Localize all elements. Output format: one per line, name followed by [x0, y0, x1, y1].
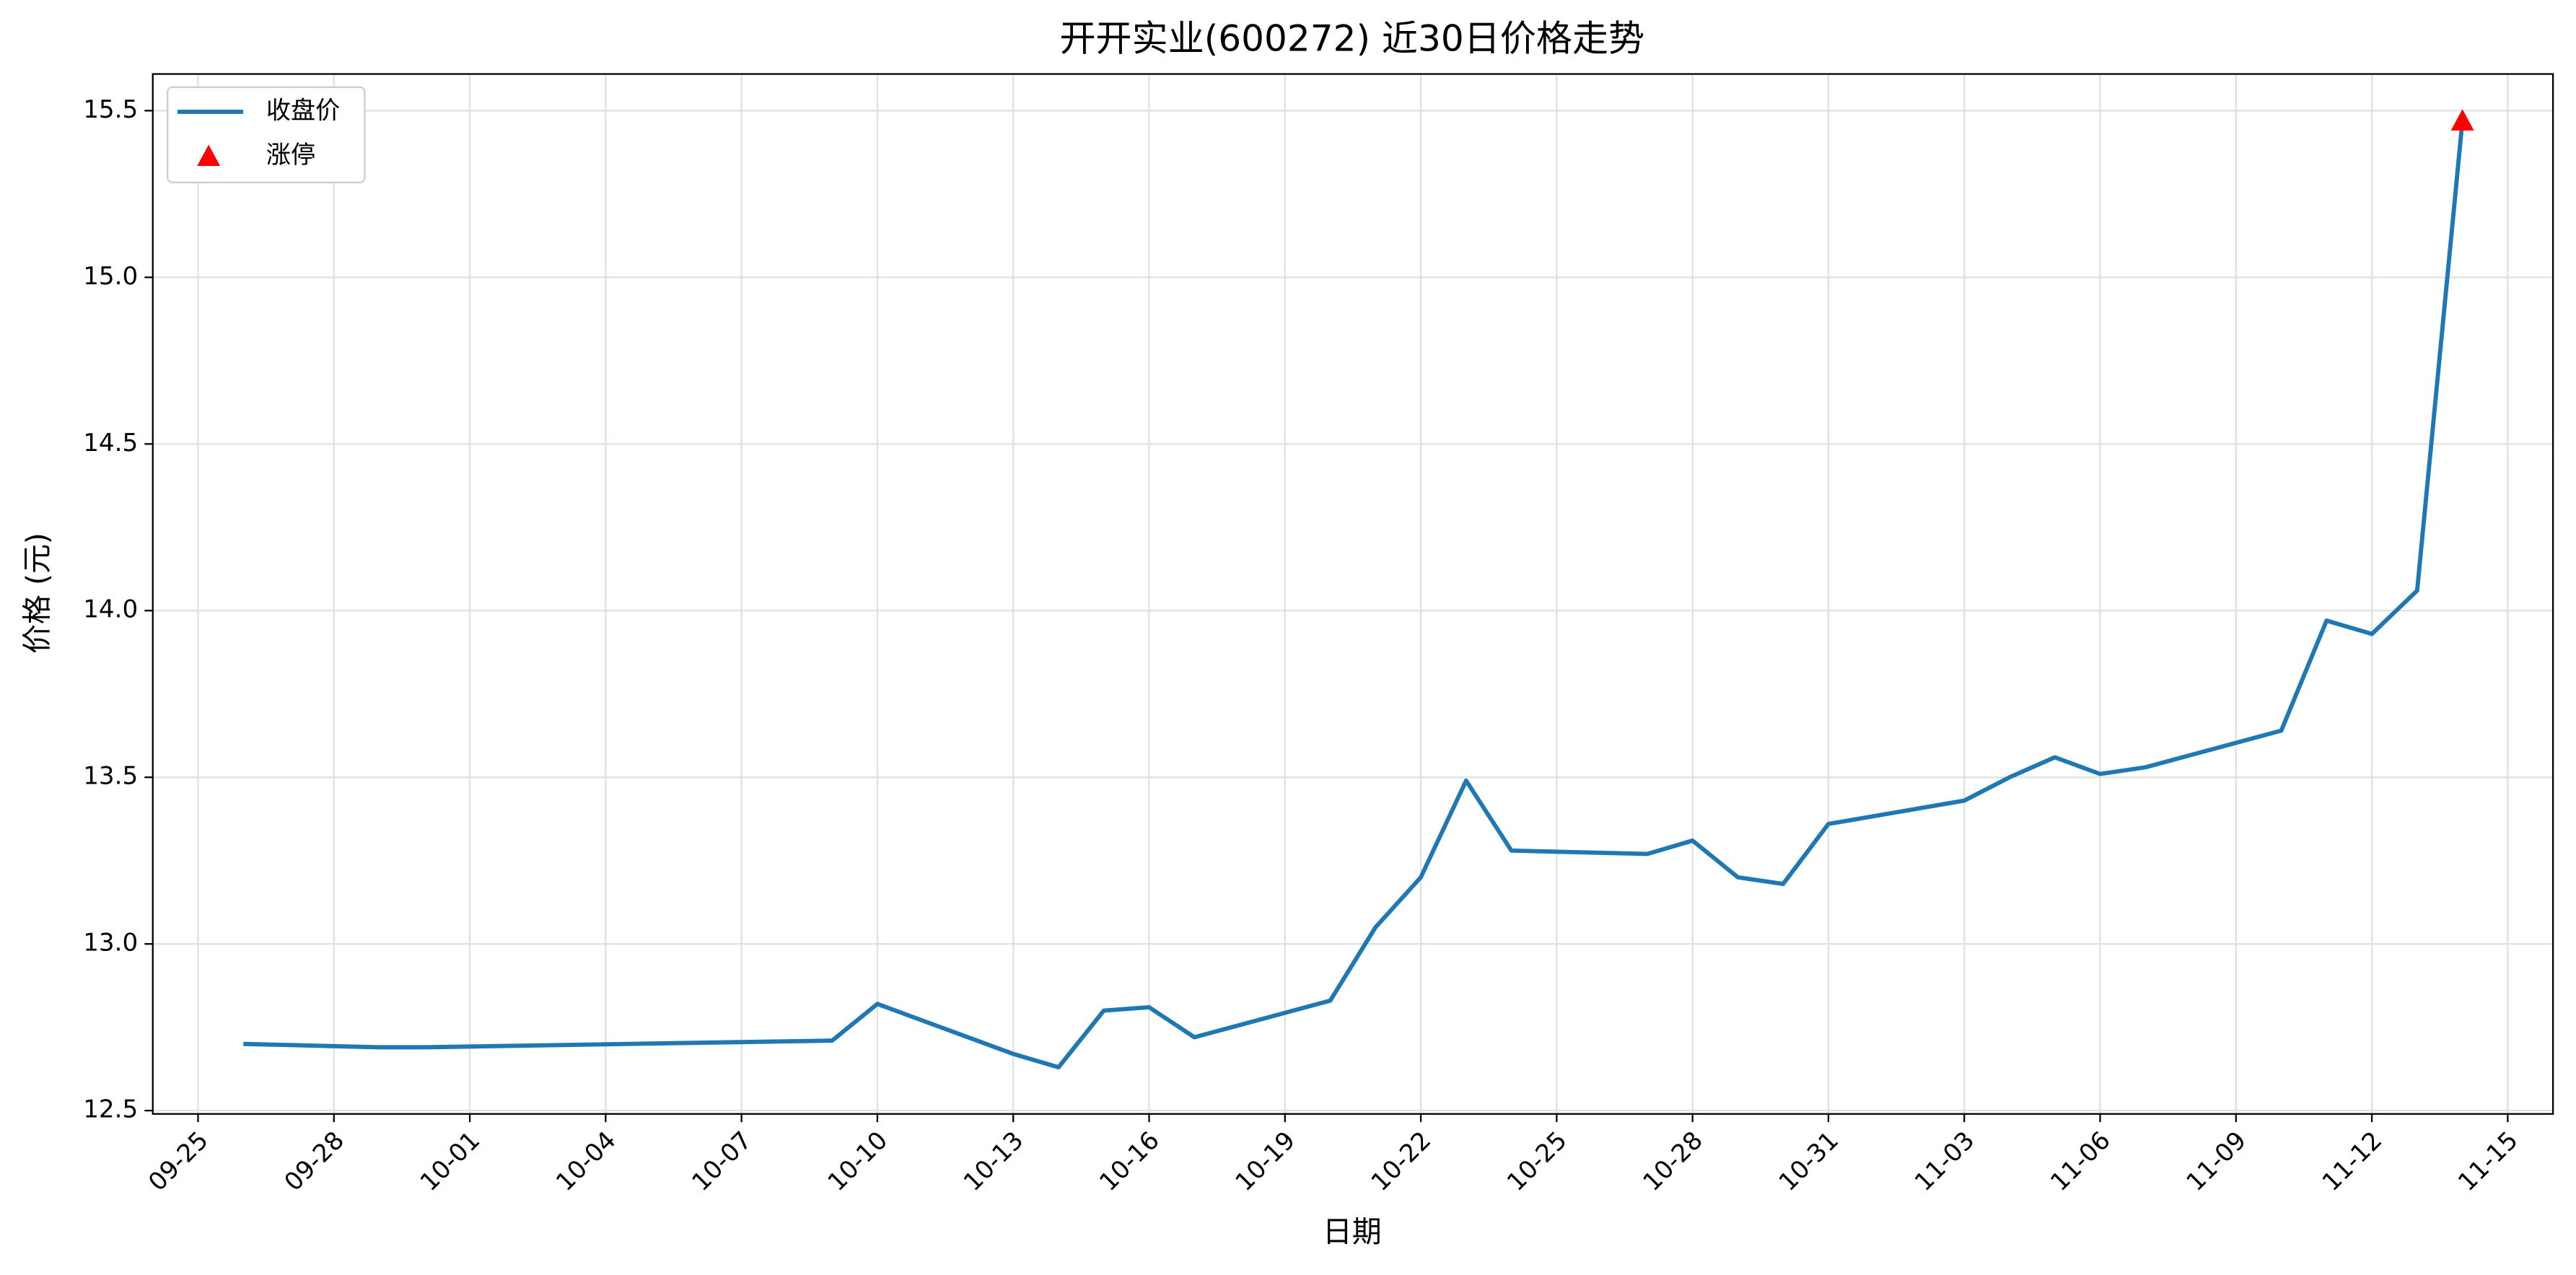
y-tick-label: 15.0	[83, 262, 138, 291]
y-tick-label: 13.5	[83, 762, 138, 791]
y-tick-label: 14.0	[83, 595, 138, 624]
chart-title: 开开实业(600272) 近30日价格走势	[1059, 18, 1644, 60]
y-tick-label: 14.5	[83, 429, 138, 457]
legend-swatch	[197, 144, 221, 167]
price-line	[243, 120, 2465, 1070]
plot-frame	[152, 73, 2554, 1115]
y-tick-label: 15.5	[83, 95, 138, 124]
x-axis-label: 日期	[1323, 1214, 1382, 1249]
limit-up-marker	[2450, 109, 2474, 131]
y-tick-label: 13.0	[83, 929, 138, 958]
y-tick-label: 12.5	[83, 1095, 138, 1124]
legend-label: 涨停	[266, 141, 315, 170]
legend-label: 收盘价	[266, 96, 340, 125]
y-axis-label: 价格 (元)	[20, 533, 55, 654]
